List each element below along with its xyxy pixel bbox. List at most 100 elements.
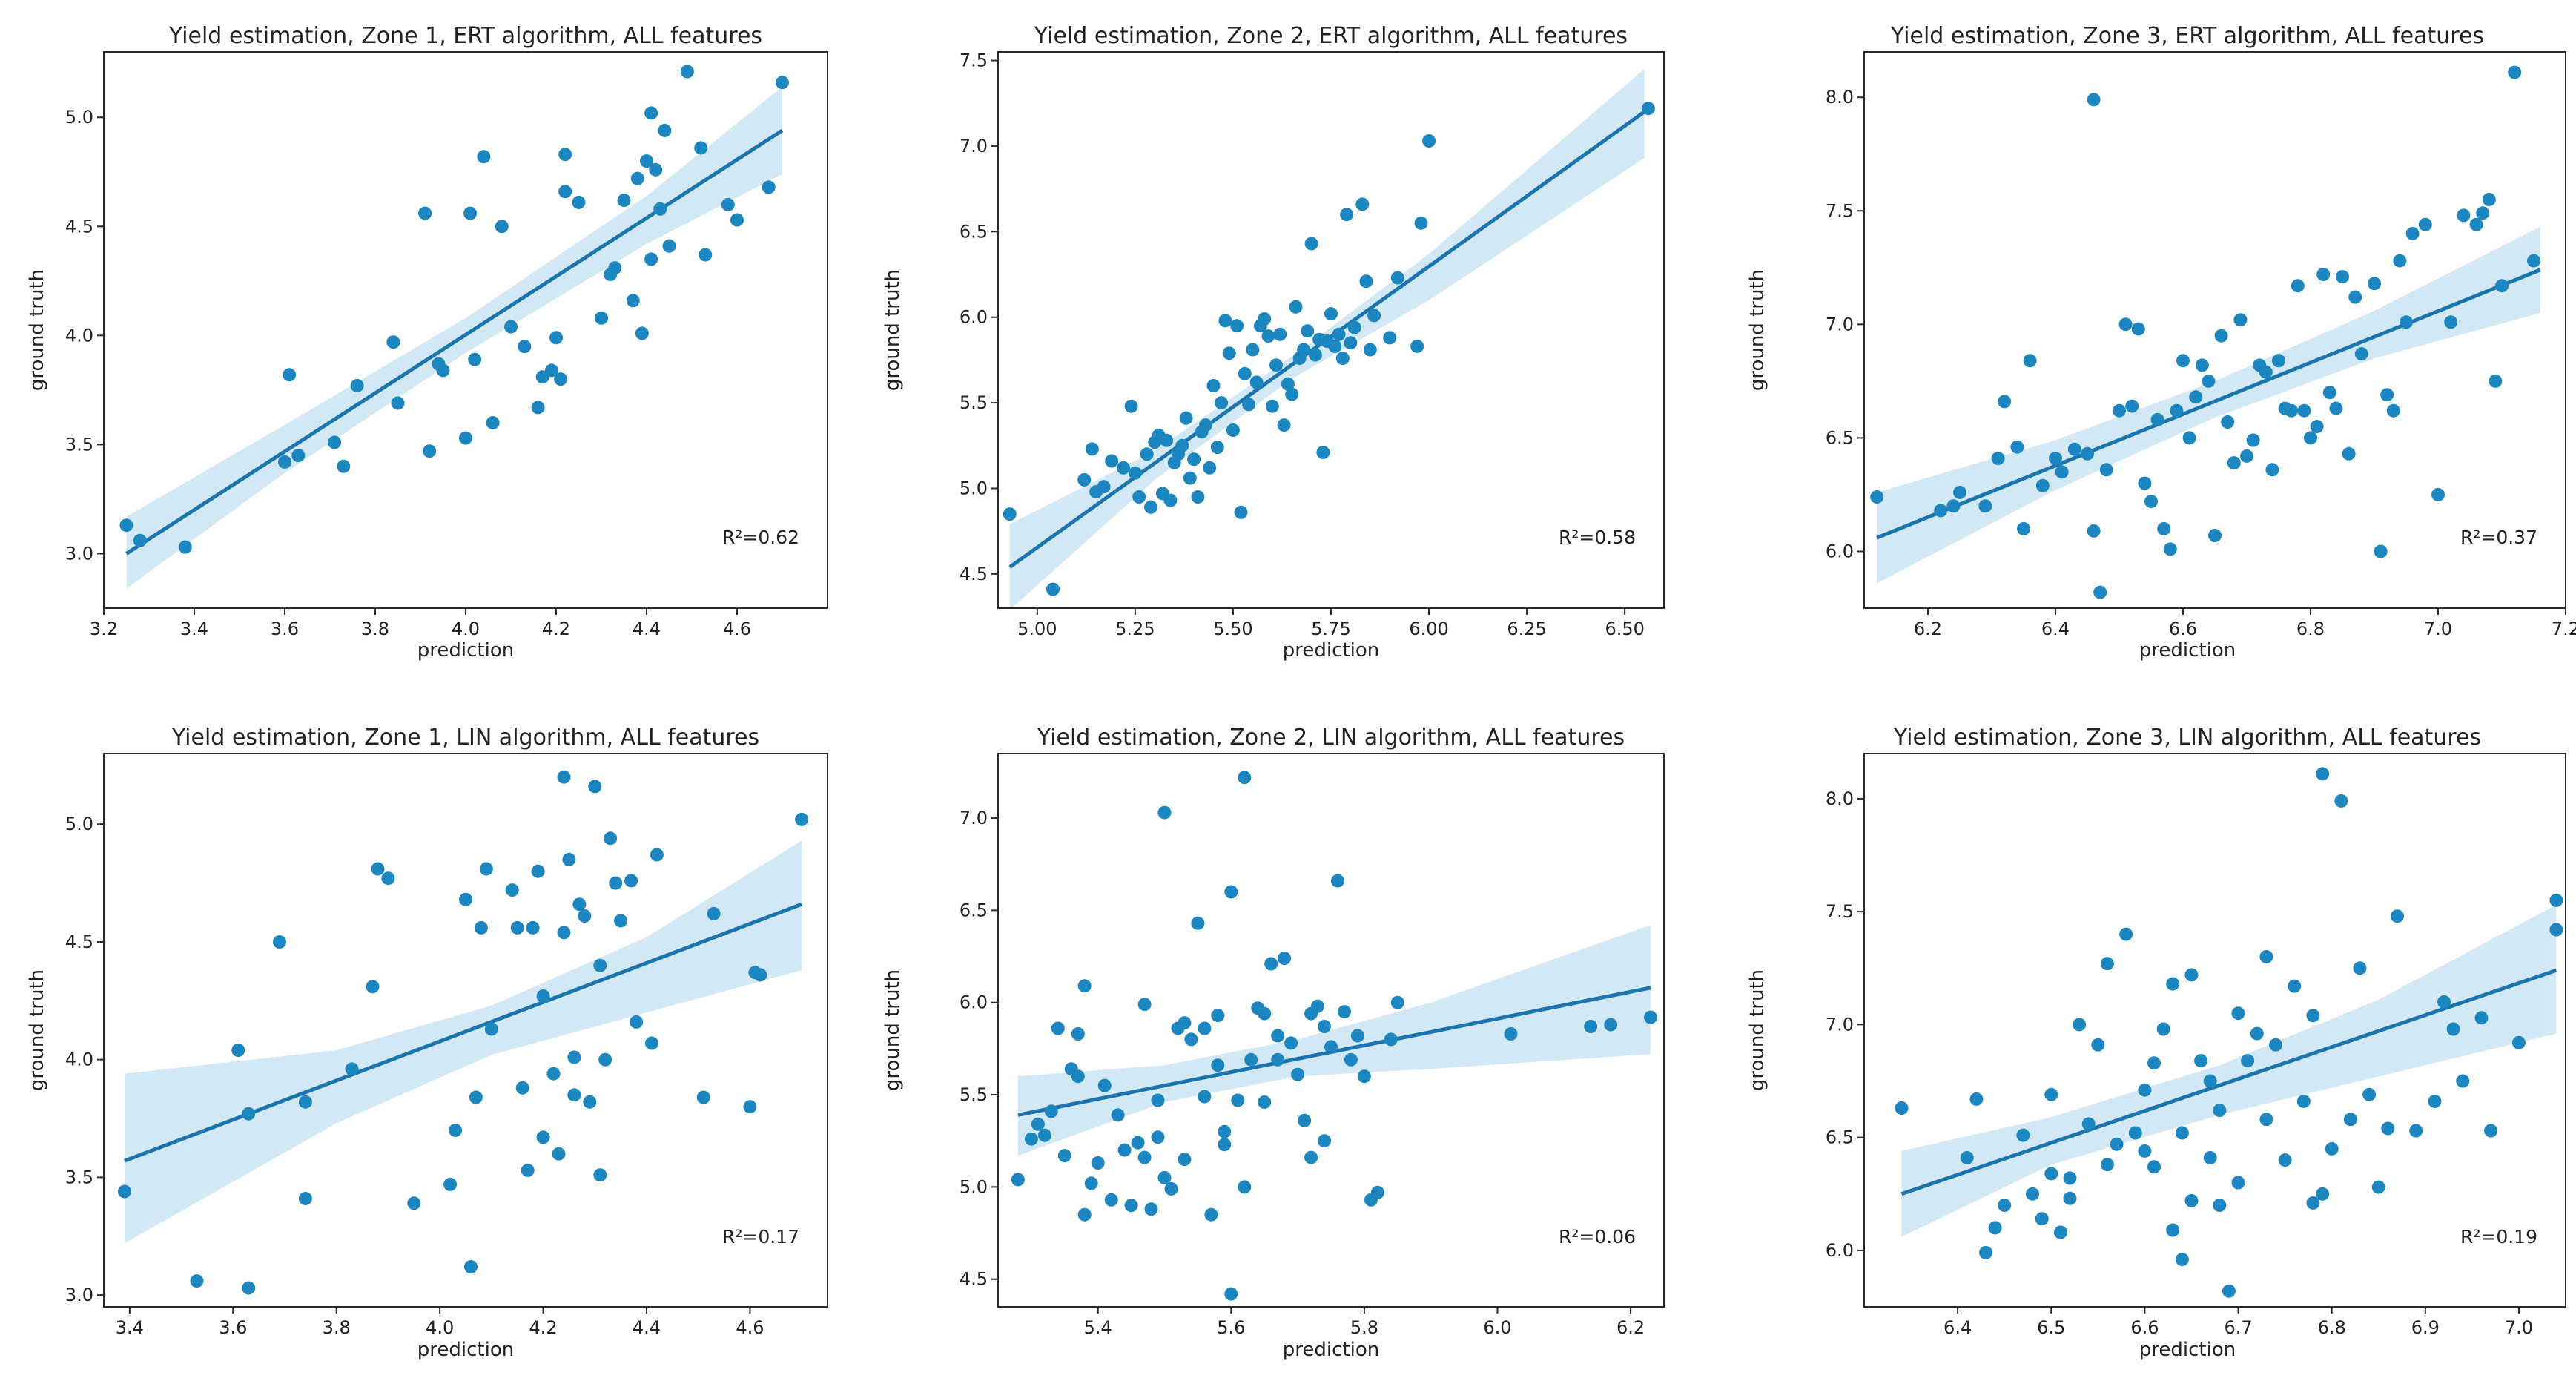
scatter-point — [2147, 1056, 2161, 1070]
scatter-point — [2144, 495, 2158, 509]
scatter-point — [469, 1090, 483, 1104]
scatter-point — [1178, 1153, 1192, 1167]
chart-title: Yield estimation, Zone 1, LIN algorithm,… — [171, 725, 759, 751]
scatter-point — [231, 1044, 245, 1057]
scatter-point — [1988, 1221, 2002, 1235]
scatter-point — [658, 123, 672, 137]
scatter-point — [546, 1067, 561, 1081]
scatter-point — [526, 920, 540, 935]
scatter-point — [1137, 1150, 1152, 1164]
scatter-point — [1414, 216, 1428, 230]
scatter-point — [2131, 322, 2145, 336]
scatter-point — [598, 1052, 612, 1067]
scatter-point — [2053, 1225, 2067, 1239]
x-tick-label: 5.8 — [1350, 1317, 1378, 1338]
scatter-point — [1124, 1199, 1138, 1213]
y-axis-label: ground truth — [26, 269, 48, 391]
scatter-point — [2100, 957, 2114, 971]
scatter-point — [510, 920, 524, 935]
scatter-point — [2437, 995, 2451, 1009]
scatter-point — [588, 780, 602, 794]
scatter-point — [1422, 134, 1436, 148]
scatter-point — [505, 883, 519, 897]
scatter-point — [1291, 1067, 1305, 1081]
scatter-point — [2091, 1038, 2105, 1052]
scatter-point — [1085, 442, 1099, 456]
chart-title: Yield estimation, Zone 3, ERT algorithm,… — [1890, 23, 2484, 49]
scatter-point — [554, 372, 568, 386]
scatter-point — [1297, 343, 1310, 357]
scatter-point — [645, 1036, 658, 1050]
scatter-point — [557, 926, 571, 940]
scatter-point — [2418, 217, 2432, 231]
scatter-point — [1324, 307, 1338, 321]
scatter-point — [2063, 1191, 2077, 1205]
scatter-point — [1057, 1149, 1071, 1163]
y-tick-label: 6.5 — [1826, 1127, 1854, 1148]
scatter-point — [2265, 463, 2279, 477]
chart-title: Yield estimation, Zone 2, LIN algorithm,… — [1037, 725, 1625, 751]
scatter-point — [278, 455, 291, 469]
scatter-point — [578, 909, 592, 923]
scatter-point — [2214, 329, 2228, 343]
chart-title: Yield estimation, Zone 1, ERT algorithm,… — [168, 23, 762, 49]
scatter-point — [2456, 1074, 2470, 1088]
scatter-point — [1218, 1124, 1232, 1138]
plot-frame — [1863, 51, 2566, 609]
scatter-point — [350, 379, 364, 392]
scatter-point — [2508, 65, 2522, 79]
x-tick-label: 4.0 — [452, 619, 480, 639]
scatter-point — [2110, 1137, 2124, 1151]
scatter-point — [1175, 438, 1189, 452]
scatter-point — [1318, 1134, 1331, 1148]
scatter-point — [2087, 93, 2101, 107]
y-tick-label: 7.5 — [960, 50, 988, 71]
scatter-point — [776, 76, 789, 90]
x-tick-label: 5.00 — [1017, 619, 1057, 639]
y-tick-label: 6.0 — [1826, 541, 1854, 561]
scatter-point — [2400, 315, 2413, 329]
scatter-point — [2428, 1094, 2442, 1108]
scatter-point — [2527, 254, 2540, 268]
confidence-band — [1017, 925, 1651, 1156]
x-axis-label: prediction — [1283, 639, 1379, 662]
scatter-point — [1332, 327, 1346, 341]
scatter-point — [614, 914, 628, 928]
x-tick-label: 7.0 — [2424, 619, 2452, 639]
y-tick-label: 3.5 — [65, 434, 93, 455]
scatter-point — [1163, 493, 1178, 507]
scatter-point — [1071, 1069, 1085, 1084]
scatter-point — [1289, 300, 1303, 314]
scatter-point — [2156, 1022, 2170, 1036]
plot-frame — [997, 753, 1665, 1308]
y-ticks: 4.5 5.0 5.5 6.0 6.5 7.0 7.5 — [960, 50, 998, 584]
scatter-point — [1128, 466, 1142, 480]
scatter-point — [1077, 472, 1092, 487]
scatter-point — [1244, 1052, 1258, 1067]
scatter-point — [468, 352, 482, 366]
scatter-point — [650, 848, 664, 862]
scatter-point — [762, 180, 776, 194]
y-tick-label: 7.0 — [1826, 314, 1854, 334]
x-tick-label: 5.25 — [1115, 619, 1155, 639]
scatter-point — [2549, 923, 2563, 937]
scatter-point — [2184, 1193, 2199, 1207]
x-tick-label: 4.4 — [633, 1317, 661, 1338]
scatter-point — [1091, 1156, 1105, 1170]
regression-line — [1876, 268, 2541, 540]
scatter-point — [2231, 1176, 2245, 1190]
scatter-point — [593, 958, 607, 972]
scatter-point — [552, 1147, 566, 1161]
scatter-point — [2184, 968, 2199, 982]
scatter-point — [2269, 1038, 2282, 1052]
scatter-point — [2446, 1022, 2460, 1036]
scatter-point — [1357, 1069, 1371, 1084]
plot-frame — [1863, 753, 2566, 1308]
x-tick-label: 3.8 — [323, 1317, 351, 1338]
y-tick-label: 5.0 — [960, 1176, 988, 1197]
plot-frame — [103, 753, 828, 1308]
scatter-point — [2194, 1054, 2208, 1068]
y-tick-label: 6.0 — [960, 992, 988, 1013]
y-tick-label: 6.0 — [960, 307, 988, 328]
